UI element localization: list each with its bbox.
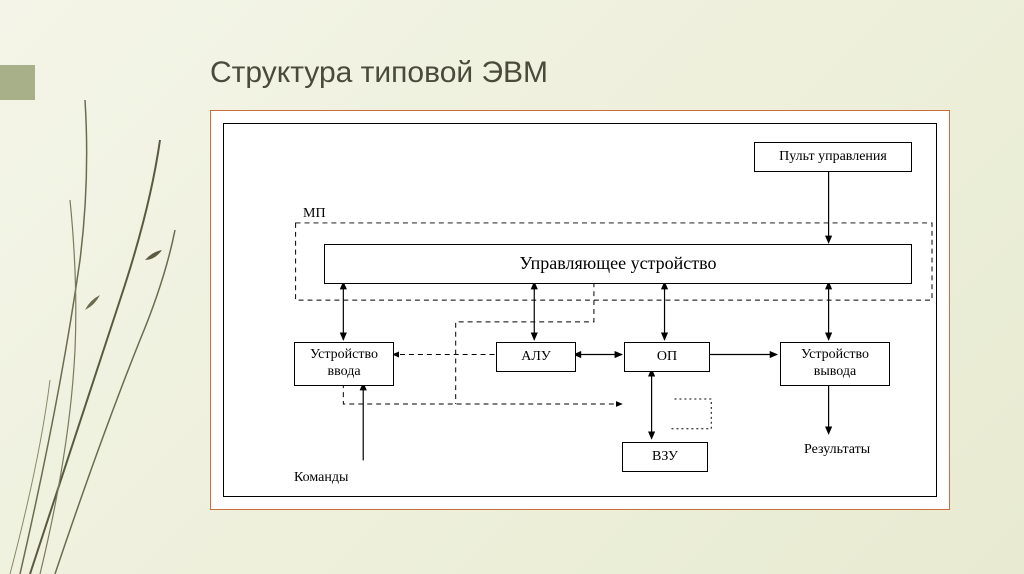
slide-title: Структура типовой ЭВМ	[210, 56, 548, 90]
label-commands: Команды	[294, 470, 348, 486]
node-op: ОП	[624, 342, 710, 372]
node-alu-label: АЛУ	[521, 349, 551, 366]
node-control-label: Управляющее устройство	[519, 253, 716, 275]
node-input: Устройство ввода	[294, 342, 394, 386]
node-input-label: Устройство ввода	[295, 347, 393, 381]
node-pult: Пульт управления	[754, 142, 912, 172]
node-op-label: ОП	[657, 349, 677, 366]
node-vzu: ВЗУ	[622, 442, 708, 472]
node-alu: АЛУ	[496, 342, 576, 372]
label-mp: МП	[303, 206, 326, 222]
diagram-edges	[224, 124, 936, 496]
node-pult-label: Пульт управления	[779, 149, 887, 166]
diagram-frame: Пульт управления Управляющее устройство …	[210, 110, 950, 510]
node-output-label: Устройство вывода	[781, 347, 889, 381]
node-output: Устройство вывода	[780, 342, 890, 386]
node-control: Управляющее устройство	[324, 244, 912, 284]
node-vzu-label: ВЗУ	[652, 449, 678, 466]
diagram-inner-frame: Пульт управления Управляющее устройство …	[223, 123, 937, 497]
label-results: Результаты	[804, 442, 870, 458]
accent-block	[0, 65, 35, 100]
